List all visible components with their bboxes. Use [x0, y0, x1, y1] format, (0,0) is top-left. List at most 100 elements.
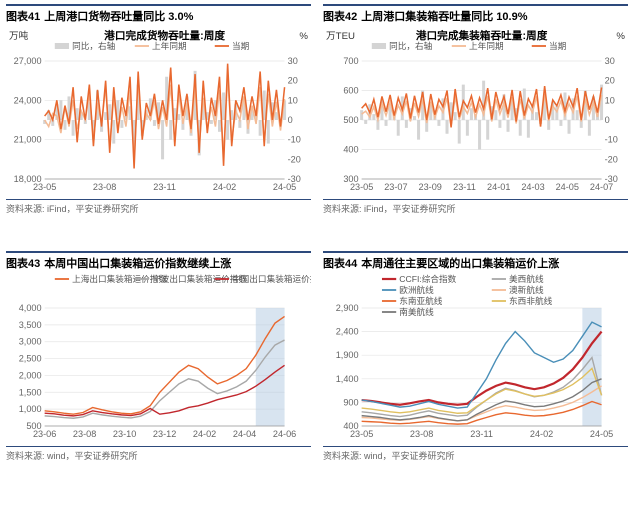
panel-header: 图表44 本周通往主要区域的出口集装箱运价上涨	[323, 251, 628, 274]
svg-text:23-11: 23-11	[153, 182, 176, 192]
svg-text:24-02: 24-02	[213, 182, 236, 192]
svg-text:万吨: 万吨	[9, 30, 29, 42]
panel-index: 图表43	[6, 255, 40, 271]
svg-text:澳新航线: 澳新航线	[509, 284, 544, 295]
svg-text:-10: -10	[288, 135, 301, 145]
chart-area: 18,00021,00024,00027,000-30-20-100102030…	[6, 27, 311, 197]
chart-panel-1: 图表41 上周港口货物吞吐量同比 3.0% 18,00021,00024,000…	[0, 0, 317, 217]
svg-text:24-01: 24-01	[487, 182, 510, 192]
panel-title: 上周港口货物吞吐量同比 3.0%	[44, 8, 193, 24]
chart-svg: 5001,0001,5002,0002,5003,0003,5004,00023…	[6, 274, 311, 444]
svg-text:20: 20	[288, 76, 298, 86]
svg-text:21,000: 21,000	[14, 135, 42, 145]
svg-text:24-03: 24-03	[521, 182, 544, 192]
svg-text:CCFI:综合指数: CCFI:综合指数	[399, 274, 457, 284]
svg-text:23-08: 23-08	[410, 429, 433, 439]
source-text: 资料来源: wind，平安证券研究所	[323, 446, 628, 462]
svg-text:600: 600	[343, 86, 358, 96]
panel-index: 图表44	[323, 255, 357, 271]
panel-index: 图表41	[6, 8, 40, 24]
svg-text:美西航线: 美西航线	[509, 274, 544, 284]
source-text: 资料来源: wind，平安证券研究所	[6, 446, 311, 462]
chart-area: 300400500600700-30-20-10010203023-0523-0…	[323, 27, 628, 197]
svg-text:3,000: 3,000	[19, 337, 42, 347]
chart-panel-2: 图表42 上周港口集装箱吞吐量同比 10.9% 300400500600700-…	[317, 0, 634, 217]
svg-text:同比，右轴: 同比，右轴	[389, 40, 432, 51]
panel-title: 本周中国出口集装箱运价指数继续上涨	[44, 255, 231, 271]
svg-text:23-05: 23-05	[350, 429, 373, 439]
svg-text:当期: 当期	[549, 40, 566, 51]
svg-text:2,400: 2,400	[336, 327, 359, 337]
svg-text:24-06: 24-06	[273, 429, 296, 439]
chart-panel-3: 图表43 本周中国出口集装箱运价指数继续上涨 5001,0001,5002,00…	[0, 247, 317, 464]
svg-text:23-08: 23-08	[93, 182, 116, 192]
svg-text:%: %	[616, 31, 625, 42]
svg-text:24-05: 24-05	[590, 429, 613, 439]
svg-text:24-02: 24-02	[193, 429, 216, 439]
svg-text:东西非航线: 东西非航线	[509, 295, 553, 306]
svg-text:700: 700	[343, 56, 358, 66]
svg-text:23-11: 23-11	[453, 182, 476, 192]
panel-index: 图表42	[323, 8, 357, 24]
panel-title: 本周通往主要区域的出口集装箱运价上涨	[361, 255, 559, 271]
svg-text:-20: -20	[605, 154, 618, 164]
svg-text:30: 30	[605, 56, 615, 66]
svg-text:24-07: 24-07	[590, 182, 613, 192]
svg-text:20: 20	[605, 76, 615, 86]
svg-text:4,000: 4,000	[19, 303, 42, 313]
svg-text:24,000: 24,000	[14, 95, 42, 105]
chart-panel-4: 图表44 本周通往主要区域的出口集装箱运价上涨 4009001,4001,900…	[317, 247, 634, 464]
panel-header: 图表42 上周港口集装箱吞吐量同比 10.9%	[323, 4, 628, 27]
svg-text:10: 10	[605, 95, 615, 105]
svg-text:23-05: 23-05	[350, 182, 373, 192]
svg-text:3,500: 3,500	[19, 320, 42, 330]
chart-area: 4009001,4001,9002,4002,90023-0523-0823-1…	[323, 274, 628, 444]
chart-svg: 4009001,4001,9002,4002,90023-0523-0823-1…	[323, 274, 628, 444]
svg-text:900: 900	[343, 397, 358, 407]
chart-area: 5001,0001,5002,0002,5003,0003,5004,00023…	[6, 274, 311, 444]
svg-text:24-02: 24-02	[530, 429, 553, 439]
svg-text:30: 30	[288, 56, 298, 66]
svg-text:24-04: 24-04	[233, 429, 256, 439]
svg-text:23-12: 23-12	[153, 429, 176, 439]
svg-text:0: 0	[288, 115, 293, 125]
svg-text:1,400: 1,400	[336, 374, 359, 384]
svg-text:港口完成集装箱吞吐量:周度: 港口完成集装箱吞吐量:周度	[416, 29, 548, 42]
svg-text:23-11: 23-11	[470, 429, 493, 439]
svg-text:港口完成货物吞吐量:周度: 港口完成货物吞吐量:周度	[104, 29, 225, 42]
svg-text:-10: -10	[605, 135, 618, 145]
svg-text:0: 0	[605, 115, 610, 125]
svg-text:24-05: 24-05	[273, 182, 296, 192]
svg-text:上年同期: 上年同期	[152, 40, 187, 51]
panel-header: 图表41 上周港口货物吞吐量同比 3.0%	[6, 4, 311, 27]
svg-text:2,500: 2,500	[19, 354, 42, 364]
svg-text:-20: -20	[288, 154, 301, 164]
svg-text:23-10: 23-10	[113, 429, 136, 439]
svg-text:400: 400	[343, 145, 358, 155]
panel-title: 上周港口集装箱吞吐量同比 10.9%	[361, 8, 527, 24]
source-text: 资料来源: iFind，平安证券研究所	[6, 199, 311, 215]
svg-text:1,000: 1,000	[19, 404, 42, 414]
svg-text:1,900: 1,900	[336, 350, 359, 360]
svg-text:10: 10	[288, 95, 298, 105]
svg-text:1,500: 1,500	[19, 387, 42, 397]
svg-text:上年同期: 上年同期	[469, 40, 504, 51]
svg-text:2,900: 2,900	[336, 303, 359, 313]
chart-svg: 300400500600700-30-20-10010203023-0523-0…	[323, 27, 628, 197]
svg-text:欧洲航线: 欧洲航线	[399, 284, 434, 295]
svg-text:南美航线: 南美航线	[399, 306, 434, 317]
svg-text:23-07: 23-07	[384, 182, 407, 192]
svg-text:东南亚航线: 东南亚航线	[399, 295, 443, 306]
svg-text:23-05: 23-05	[33, 182, 56, 192]
svg-text:万TEU: 万TEU	[326, 31, 355, 42]
svg-text:当期: 当期	[232, 40, 249, 51]
svg-text:2,000: 2,000	[19, 370, 42, 380]
source-text: 资料来源: iFind，平安证券研究所	[323, 199, 628, 215]
svg-text:24-05: 24-05	[556, 182, 579, 192]
svg-text:同比，右轴: 同比，右轴	[72, 40, 115, 51]
svg-text:中国出口集装箱运价指数: 中国出口集装箱运价指数	[232, 274, 311, 284]
panel-header: 图表43 本周中国出口集装箱运价指数继续上涨	[6, 251, 311, 274]
chart-svg: 18,00021,00024,00027,000-30-20-100102030…	[6, 27, 311, 197]
svg-text:%: %	[299, 31, 308, 42]
svg-text:23-08: 23-08	[73, 429, 96, 439]
